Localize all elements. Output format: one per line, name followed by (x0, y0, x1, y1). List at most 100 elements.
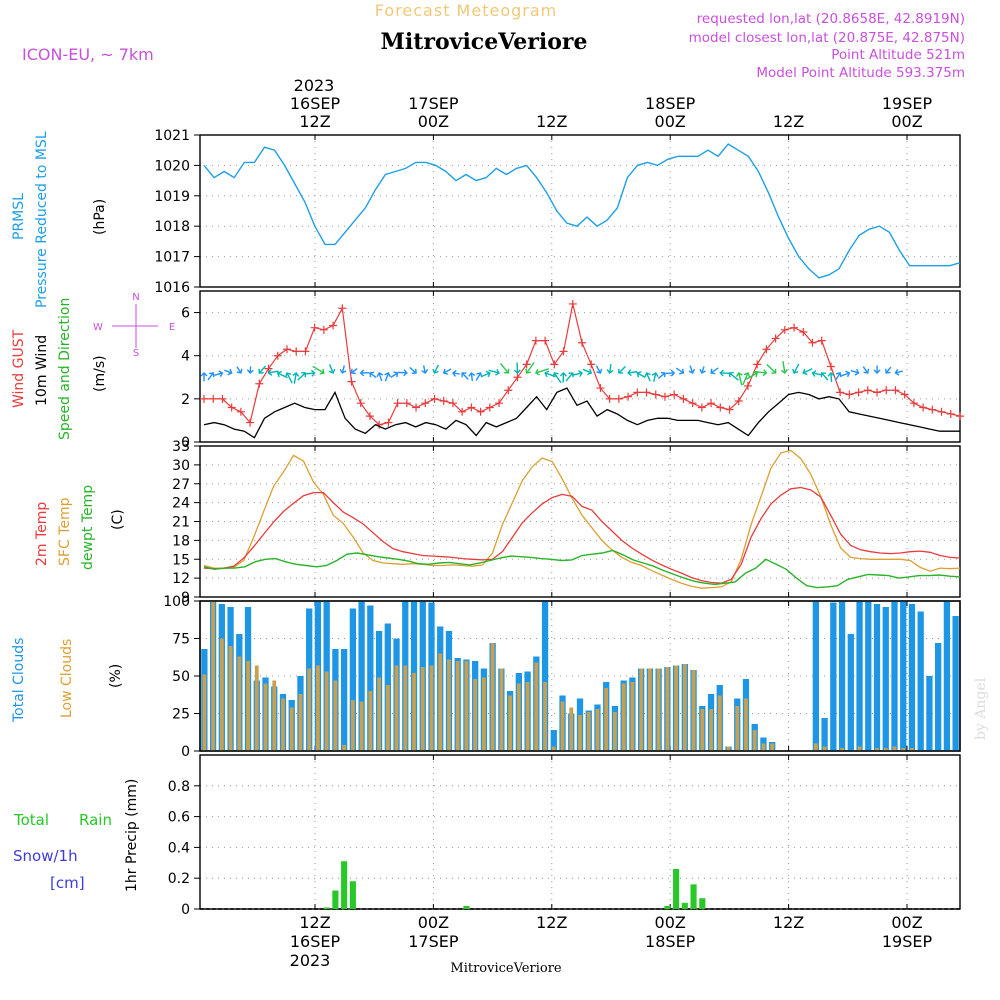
gust-marker (854, 388, 863, 397)
wind-arrow (525, 362, 535, 374)
low-cloud-bar (525, 682, 530, 751)
wind-arrow (841, 370, 851, 378)
y-tick-label: 27 (172, 477, 190, 493)
gust-marker (255, 379, 264, 388)
wind-arrow (699, 366, 706, 374)
wind-arrow-shaft (608, 363, 612, 374)
wind-arrow (873, 365, 881, 374)
total-cloud-bar (856, 601, 863, 751)
low-cloud-bar (333, 680, 338, 751)
total-cloud-bar (926, 676, 933, 751)
top-day-label: 16SEP (290, 94, 341, 113)
top-time-label: 00Z (655, 112, 686, 131)
wind-arrow (552, 372, 562, 384)
wind-arrow (214, 370, 224, 378)
gust-marker (734, 397, 743, 406)
prmsl-label: PRMSL (11, 193, 27, 240)
wind-arrow-head (845, 370, 851, 378)
clouds-panel: 0 25 50 75 100 (163, 594, 961, 760)
wind-arrow-shaft (341, 365, 345, 374)
wind-arrow-shaft (565, 372, 574, 382)
compass-w: W (93, 322, 103, 333)
low-cloud-bar (254, 665, 259, 751)
gust-marker (707, 399, 716, 408)
wind-arrow-head (544, 370, 550, 378)
gust-marker (633, 388, 642, 397)
wind-arrow-shaft (398, 371, 407, 374)
wind-arrow (644, 372, 651, 382)
wind-arrow-shaft (645, 372, 651, 382)
y-tick-label: 0.4 (168, 840, 190, 856)
wind-arrow-head (393, 371, 399, 378)
wind-arrow-head (699, 368, 706, 374)
low-cloud-bar (656, 668, 661, 751)
wind-arrow (451, 369, 460, 377)
gust-marker (485, 403, 494, 412)
gust-marker (338, 304, 347, 313)
top-day-label: 18SEP (645, 94, 696, 113)
pressure-panel: 1016 1017 1018 1019 1020 1021 (154, 128, 961, 296)
wind-arrow-shaft (841, 372, 850, 377)
gust-marker (578, 338, 586, 347)
pressure-long-label: Pressure Reduced to MSL (34, 131, 50, 308)
y-tick-label: 33 (172, 439, 190, 455)
wind-arrow (292, 371, 300, 384)
gust-marker (264, 364, 273, 373)
low-cloud-bar (621, 683, 626, 751)
wind-arrow-head (710, 368, 716, 375)
model-altitude: Model Point Altitude 593.375m (756, 65, 965, 81)
footer-station: MitroviceVeriore (450, 961, 562, 976)
wind-arrow-head (218, 370, 224, 378)
wind-arrow-head (688, 368, 696, 374)
y-tick-label: 1017 (154, 250, 190, 266)
wind-arrow-head (301, 372, 307, 378)
panel-frame (199, 134, 961, 288)
wind-arrow (565, 372, 574, 382)
wind-arrow (792, 363, 800, 374)
wind-arrow (572, 370, 583, 377)
low-cloud-bar (298, 694, 303, 751)
wind-arrow-shaft (390, 372, 398, 378)
gust-marker (743, 381, 752, 390)
wind-arrow-shaft (443, 368, 452, 374)
low-cloud-bar (665, 667, 670, 751)
total-cloud-bar (900, 601, 907, 751)
gust-marker (273, 351, 282, 360)
wind-arrow (606, 363, 614, 374)
wind-arrow-shaft (766, 363, 777, 374)
y-tick-label: 1021 (154, 128, 190, 144)
wind-arrow-head (802, 368, 808, 376)
panel-frame (199, 445, 961, 598)
wind-arrow (862, 366, 870, 374)
prmsl-line (203, 143, 961, 279)
y-tick-label: 100 (163, 594, 190, 610)
low-cloud-bar (647, 668, 652, 751)
wind-arrow-shaft (422, 365, 426, 374)
wind-arrow-head (276, 370, 282, 378)
low-cloud-bar (578, 715, 582, 751)
wind-arrow-head (411, 368, 417, 374)
wind-arrow-shaft (384, 372, 390, 382)
wind-arrow (480, 370, 491, 378)
wind-arrow (224, 368, 233, 376)
sfc-label: SFC Temp (57, 497, 73, 566)
wind-arrow-shaft (834, 372, 841, 381)
gust-marker (799, 327, 808, 336)
low-cloud-bar (368, 691, 373, 751)
y-tick-label: 15 (172, 552, 190, 568)
wind-arrow (207, 372, 215, 381)
gust-marker (845, 390, 854, 399)
gust-marker (448, 399, 457, 408)
gust-marker (826, 362, 835, 371)
total-cloud-bar (367, 605, 374, 751)
wind-arrow (675, 367, 685, 375)
wind-arrow-shaft (729, 372, 739, 381)
wind-arrow (728, 371, 739, 381)
wind-arrow (534, 368, 549, 376)
low-cloud-bar (420, 667, 425, 751)
low-cloud-bar (892, 746, 897, 751)
y-tick-label: 4 (181, 349, 190, 365)
wind-arrow (328, 364, 336, 374)
wind-arrow-head (820, 372, 826, 378)
rain-bar (681, 902, 688, 909)
